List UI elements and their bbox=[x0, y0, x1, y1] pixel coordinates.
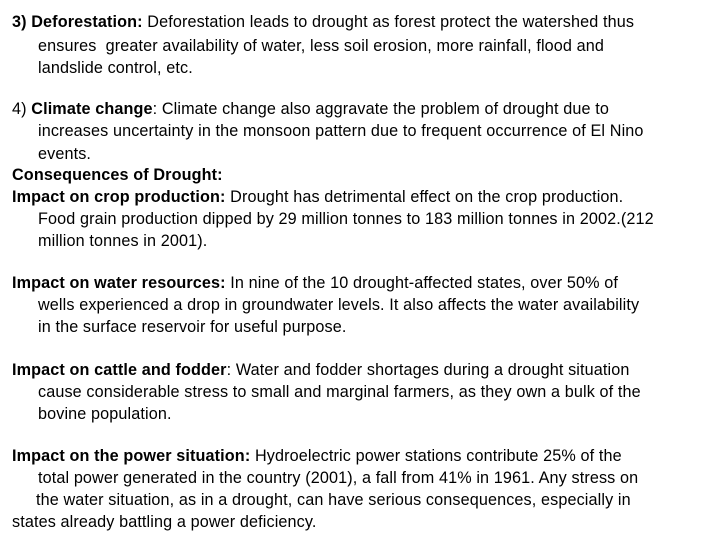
cattle-line-1: Impact on cattle and fodder: Water and f… bbox=[12, 359, 629, 381]
water-text: In nine of the 10 drought-affected state… bbox=[225, 274, 618, 292]
crop-line-3: million tonnes in 2001). bbox=[38, 232, 208, 250]
climate-heading: Climate change bbox=[31, 100, 153, 118]
crop-line-2: Food grain production dipped by 29 milli… bbox=[38, 210, 654, 228]
deforestation-heading: 3) Deforestation: bbox=[12, 13, 148, 31]
climate-prefix: 4) bbox=[12, 100, 32, 118]
climate-line-3: events. bbox=[38, 145, 92, 163]
power-line-3: the water situation, as in a drought, ca… bbox=[36, 491, 631, 509]
crop-text: Drought has detrimental effect on the cr… bbox=[225, 188, 624, 206]
water-line-1: Impact on water resources: In nine of th… bbox=[12, 272, 618, 294]
climate-text: : Climate change also aggravate the prob… bbox=[152, 100, 609, 118]
cattle-text: : Water and fodder shortages during a dr… bbox=[226, 361, 630, 379]
cattle-line-3: bovine population. bbox=[38, 405, 172, 423]
deforestation-line-2: ensures greater availability of water, l… bbox=[38, 37, 605, 55]
power-line-4: states already battling a power deficien… bbox=[12, 513, 317, 531]
deforestation-line-3: landslide control, etc. bbox=[38, 59, 193, 77]
deforestation-line-1: 3) Deforestation: Deforestation leads to… bbox=[12, 11, 634, 33]
power-line-1: Impact on the power situation: Hydroelec… bbox=[12, 445, 622, 467]
water-line-2: wells experienced a drop in groundwater … bbox=[38, 296, 640, 314]
cattle-heading: Impact on cattle and fodder bbox=[12, 361, 227, 379]
crop-line-1: Impact on crop production: Drought has d… bbox=[12, 186, 623, 208]
deforestation-text: Deforestation leads to drought as forest… bbox=[147, 13, 635, 31]
power-line-2: total power generated in the country (20… bbox=[38, 469, 639, 487]
cattle-line-2: cause considerable stress to small and m… bbox=[38, 383, 641, 401]
water-heading: Impact on water resources: bbox=[12, 274, 226, 292]
water-line-3: in the surface reservoir for useful purp… bbox=[38, 318, 347, 336]
climate-line-2: increases uncertainty in the monsoon pat… bbox=[38, 122, 644, 140]
power-text: Hydroelectric power stations contribute … bbox=[250, 447, 622, 465]
climate-line-1: 4) Climate change: Climate change also a… bbox=[12, 98, 609, 120]
consequences-heading: Consequences of Drought: bbox=[12, 166, 223, 184]
power-heading: Impact on the power situation: bbox=[12, 447, 251, 465]
crop-heading: Impact on crop production: bbox=[12, 188, 226, 206]
